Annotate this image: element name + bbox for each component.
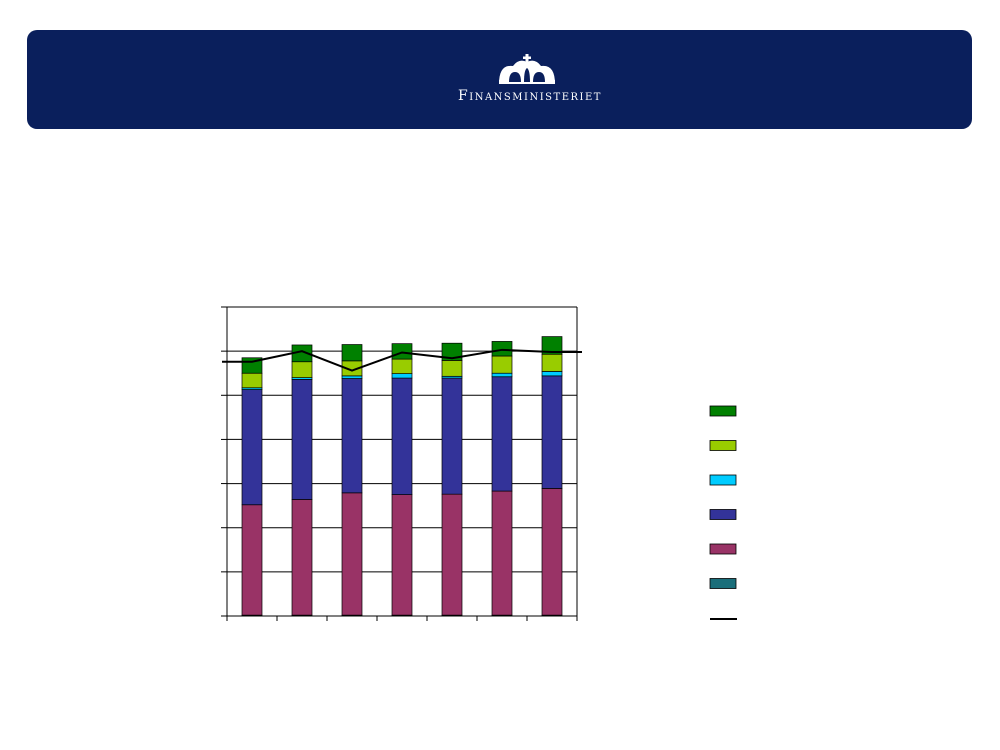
bar-segment-3-6 xyxy=(541,371,563,377)
legend-swatch-3 xyxy=(709,474,737,486)
bar-segment-2-2 xyxy=(341,378,363,494)
bar-segment-1-6 xyxy=(541,488,563,616)
bar-segment-5-5 xyxy=(491,341,513,357)
bar-segment-2-4 xyxy=(441,377,463,495)
bar-segment-4-6 xyxy=(541,353,563,372)
crown-icon xyxy=(499,54,555,84)
bar-segment-2-6 xyxy=(541,375,563,489)
bar-segment-1-1 xyxy=(291,499,313,616)
bar-segment-1-0 xyxy=(241,504,263,616)
bar-segment-4-0 xyxy=(241,372,263,389)
bar-segment-1-2 xyxy=(341,492,363,616)
bar-segment-4-5 xyxy=(491,355,513,374)
bar-segment-1-3 xyxy=(391,494,413,616)
bar-segment-2-1 xyxy=(291,379,313,500)
bar-segment-1-4 xyxy=(441,493,463,616)
bar-segment-5-3 xyxy=(391,343,413,360)
bar-segment-1-5 xyxy=(491,490,513,616)
finansministeriet-logo: Finansministeriet xyxy=(435,54,635,114)
bar-segment-5-4 xyxy=(441,342,463,361)
bar-segment-4-1 xyxy=(291,361,313,378)
bar-segment-3-3 xyxy=(391,373,413,379)
bar-segment-2-3 xyxy=(391,377,413,495)
bar-segment-2-5 xyxy=(491,376,513,492)
bar-segment-5-6 xyxy=(541,336,563,355)
series-line xyxy=(222,348,582,372)
legend-swatch-5 xyxy=(709,405,737,417)
header-banner: Finansministeriet xyxy=(27,30,972,129)
bar-segment-4-4 xyxy=(441,360,463,377)
bar-segment-3-2 xyxy=(341,375,363,379)
legend-swatch-4 xyxy=(709,440,737,451)
bar-segment-5-2 xyxy=(341,344,363,362)
legend-swatch-0 xyxy=(709,578,737,589)
legend-swatch-1 xyxy=(709,543,737,555)
bar-segment-2-0 xyxy=(241,389,263,506)
bar-segment-3-5 xyxy=(491,372,513,378)
bar-segment-4-3 xyxy=(391,358,413,375)
logo-text: Finansministeriet xyxy=(458,88,602,104)
legend-swatch-2 xyxy=(709,509,737,520)
